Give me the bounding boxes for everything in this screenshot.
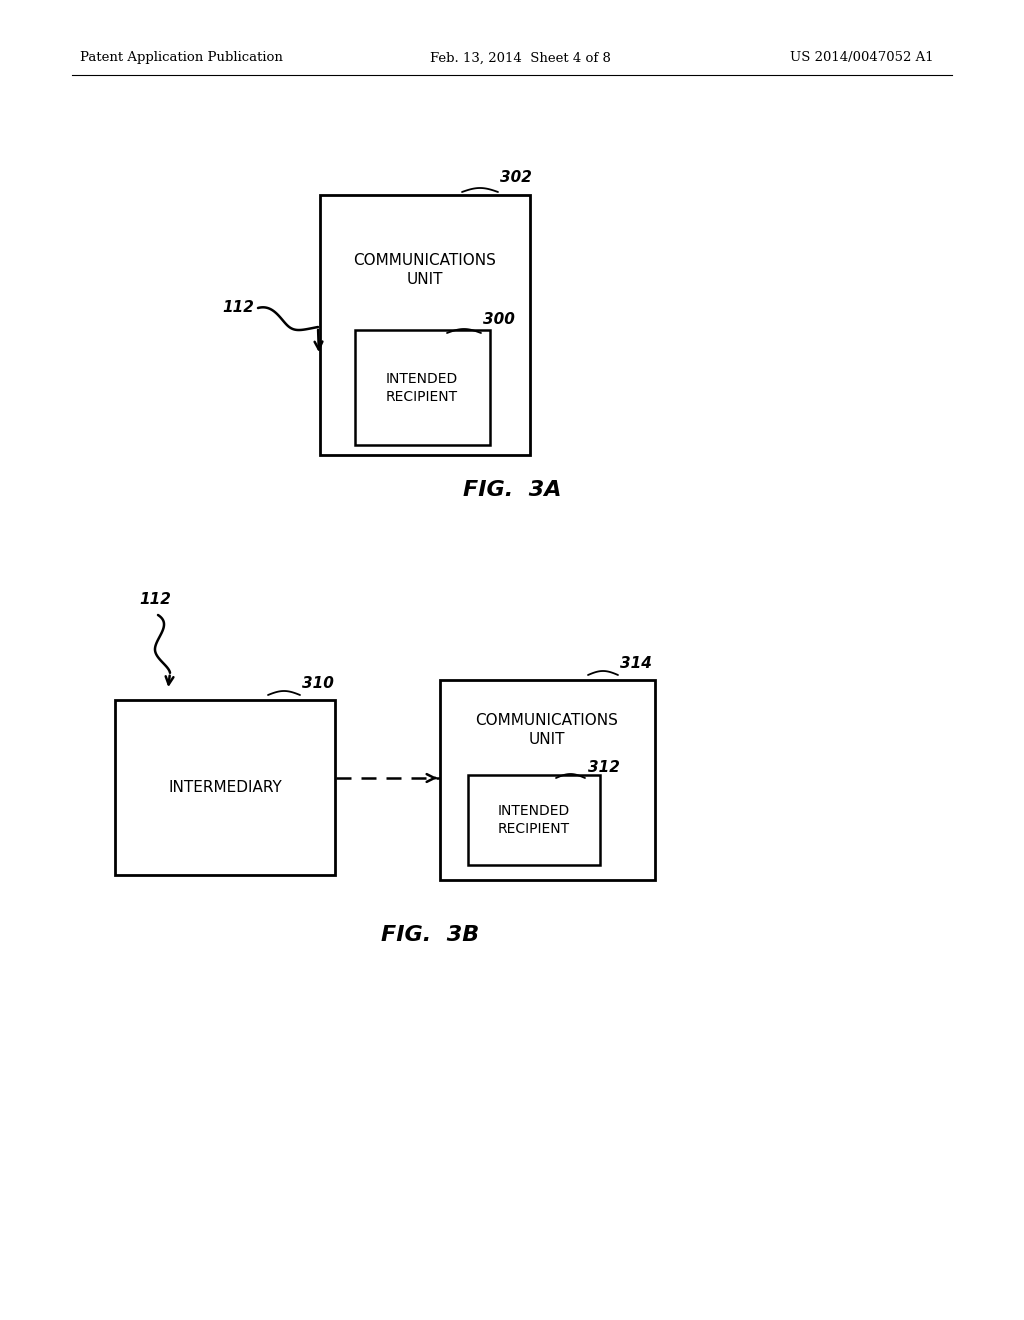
Text: FIG.  3B: FIG. 3B [381, 925, 479, 945]
Text: INTENDED
RECIPIENT: INTENDED RECIPIENT [386, 372, 458, 404]
Text: 112: 112 [222, 301, 254, 315]
Text: INTENDED
RECIPIENT: INTENDED RECIPIENT [498, 804, 570, 836]
Text: US 2014/0047052 A1: US 2014/0047052 A1 [790, 51, 934, 65]
Text: 314: 314 [620, 656, 652, 671]
Text: 312: 312 [588, 760, 620, 776]
Bar [440, 680, 655, 880]
Text: 112: 112 [139, 593, 171, 607]
Bar [468, 775, 600, 865]
Bar [319, 195, 530, 455]
Text: FIG.  3A: FIG. 3A [463, 480, 561, 500]
Bar [115, 700, 335, 875]
Text: 302: 302 [500, 170, 531, 186]
Text: COMMUNICATIONS
UNIT: COMMUNICATIONS UNIT [475, 713, 618, 747]
Text: INTERMEDIARY: INTERMEDIARY [168, 780, 282, 795]
Text: Feb. 13, 2014  Sheet 4 of 8: Feb. 13, 2014 Sheet 4 of 8 [430, 51, 611, 65]
Text: COMMUNICATIONS
UNIT: COMMUNICATIONS UNIT [353, 252, 497, 288]
Text: 300: 300 [483, 313, 515, 327]
Text: 310: 310 [302, 676, 334, 690]
Bar [355, 330, 490, 445]
Text: Patent Application Publication: Patent Application Publication [80, 51, 283, 65]
